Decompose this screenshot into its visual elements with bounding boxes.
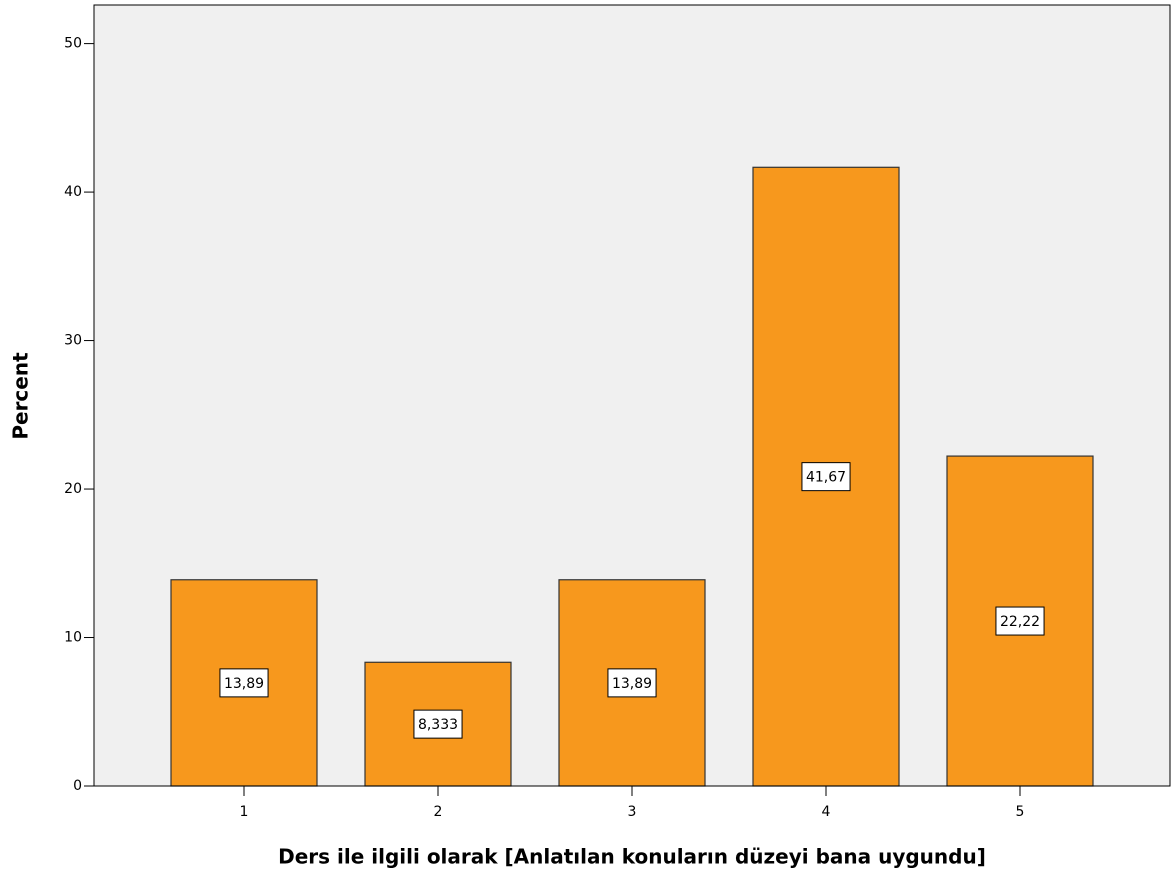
value-label-box (995, 606, 1045, 636)
value-label: 22,22 (1000, 614, 1040, 630)
value-label-box (801, 462, 851, 492)
value-label-box (413, 709, 463, 739)
value-label: 8,333 (418, 717, 458, 733)
x-tick-label: 3 (628, 804, 637, 820)
x-axis-title: Ders ile ilgili olarak [Anlatılan konula… (278, 845, 986, 869)
y-tick-label: 20 (64, 481, 82, 497)
value-label-box (607, 668, 657, 698)
y-tick-label: 30 (64, 333, 82, 349)
x-tick-label: 1 (240, 804, 249, 820)
y-tick-label: 40 (64, 184, 82, 200)
value-label: 41,67 (806, 470, 846, 486)
y-axis-title: Percent (9, 352, 33, 440)
x-tick-label: 5 (1016, 804, 1025, 820)
x-tick-label: 2 (434, 804, 443, 820)
y-tick-label: 10 (64, 630, 82, 646)
value-label-box (219, 668, 269, 698)
y-tick-label: 50 (64, 36, 82, 52)
value-label: 13,89 (612, 676, 652, 692)
x-tick-label: 4 (822, 804, 831, 820)
y-tick-label: 0 (73, 778, 82, 794)
value-label: 13,89 (224, 676, 264, 692)
